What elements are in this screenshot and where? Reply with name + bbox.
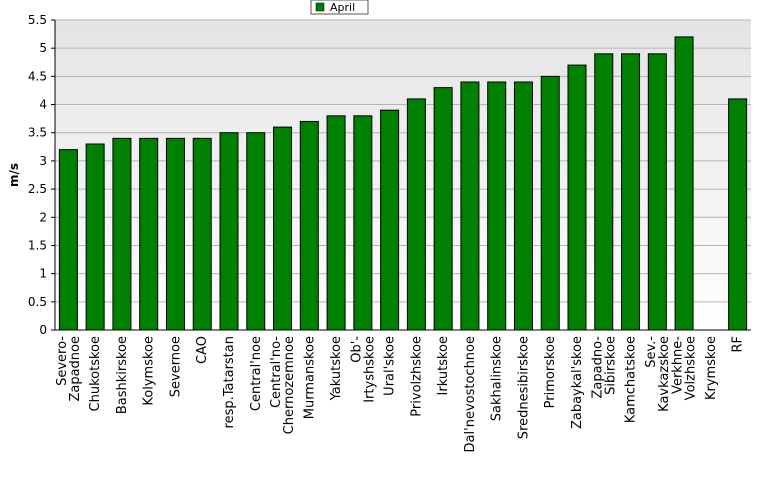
bar-irkutskoe [433,87,453,331]
x-tick-label: Dal'nevostochnoe [463,336,478,452]
x-tick-label: Zabaykal'skoe [570,336,585,429]
x-tick-label: Srednesibirskoe [516,336,531,439]
x-tick-label: Primorskoe [543,336,558,408]
x-tick-label: Krymskoe [704,336,719,400]
x-tick-label: Sakhalinskoe [490,336,505,421]
y-tick-label: 1.5 [28,238,47,252]
bar-central-noe [246,132,266,331]
bar-zabaykal-skoe [567,64,587,331]
axes [54,20,751,331]
x-tick-label: Severo-Zapadnoe [55,336,83,402]
x-tick-label: Murmanskoe [302,336,317,419]
bar-ob-irtyshskoe [353,115,373,331]
x-tick-label: Verkhne-Volzhskoe [671,336,699,401]
legend-swatch [315,2,325,12]
x-tick-label: resp.Tatarstan [222,336,237,428]
bar-sakhalinskoe [487,81,507,331]
x-tick-labels: Severo-Zapadnoe Chukotskoe Bashkirskoe Koly… [55,336,746,453]
bar-zapadno-sibirskoe [594,53,614,331]
y-tick-label: 1 [39,267,47,281]
bar-resp-tatarstan [219,132,239,331]
x-tick-label: Ob'-Irtyshskoe [349,336,377,403]
x-tick-label: RF [731,336,746,353]
x-tick-label: Central'no-Chernozemnoe [269,336,297,435]
x-tick-label: Privolzhskoe [409,336,424,417]
y-tick-label: 5 [39,41,47,55]
x-tick-label: Central'noe [249,336,264,411]
bar-cao [192,137,212,331]
y-tick-label: 3.5 [28,126,47,140]
bar-dal-nevostochnoe [460,81,480,331]
bar-verkhne-volzhskoe [674,36,694,331]
x-tick-label: Zapadno-Sibirskoe [590,336,618,399]
bar-chukotskoe [85,143,105,331]
bar-sev-kavkazskoe [647,53,667,331]
x-tick-label: Bashkirskoe [115,336,130,414]
y-tick-label: 4.5 [28,69,47,83]
y-tick-label: 0 [39,323,47,337]
x-tick-label: Ural'skoe [383,336,398,396]
bar-kamchatskoe [621,53,641,331]
y-tick-label: 2 [39,210,47,224]
y-tick-label: 5.5 [28,13,47,27]
y-axis-label: m/s [7,163,21,187]
x-tick-label: Chukotskoe [88,336,103,411]
y-tick-label: 4 [39,98,47,112]
x-tick-label: Yakutskoe [329,336,344,401]
bar-ural-skoe [380,109,400,331]
x-tick-label: Irkutskoe [436,336,451,395]
x-tick-label: Sev.-Kavkazskoe [644,336,672,412]
bar-severnoe [165,137,185,331]
bar-murmanskoe [299,120,319,331]
x-tick-label: Kamchatskoe [624,336,639,423]
y-tick-labels: 0 0.5 1 1.5 2 2.5 3 3.5 4 4.5 5 5.5 [28,13,55,337]
plot-area [55,20,751,330]
bar-yakutskoe [326,115,346,331]
bar-rf [728,98,748,331]
bar-severo-zapadnoe [58,149,78,331]
x-tick-label: CAO [195,336,210,364]
legend-box [310,0,369,15]
bar-kolymskoe [139,137,159,331]
bar-primorskoe [540,75,560,331]
bar-srednesibirskoe [513,81,533,331]
x-tick-label: Kolymskoe [142,336,157,406]
y-tick-label: 3 [39,154,47,168]
legend[interactable]: April [310,0,369,15]
y-tick-label: 2.5 [28,182,47,196]
bar-central-no-chernozemnoe [273,126,293,331]
y-tick-label: 0.5 [28,295,47,309]
bar-bashkirskoe [112,137,132,331]
legend-label-april: April [330,1,355,14]
x-tick-label: Severnoe [168,336,183,397]
bar-privolzhskoe [406,98,426,331]
